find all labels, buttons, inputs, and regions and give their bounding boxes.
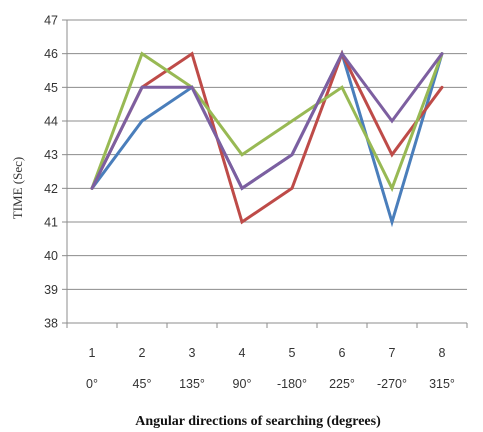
x-tick-sublabel: 0° [86, 377, 98, 391]
y-tick-label: 38 [44, 317, 58, 331]
gridlines [67, 19, 467, 324]
y-tick-label: 44 [44, 115, 58, 129]
x-tick-sublabel: 315° [429, 377, 455, 391]
x-tick-label: 1 [89, 346, 96, 360]
x-tick-label: 6 [339, 346, 346, 360]
y-tick-label: 39 [44, 283, 58, 297]
x-tick-sublabel: -180° [277, 377, 307, 391]
y-tick-label: 40 [44, 249, 58, 263]
x-tick-sublabel: 225° [329, 377, 355, 391]
x-tick-labels: 1 0° 2 45° 3 135° 4 90° 5 -180° 6 225° 7 -270° 8 315° [86, 346, 455, 391]
x-tick-sublabel: 135° [179, 377, 205, 391]
x-tick-label: 2 [139, 346, 146, 360]
x-axis-title: Angular directions of searching (degrees… [135, 414, 381, 429]
y-tick-label: 41 [44, 216, 58, 230]
x-tick-sublabel: -270° [377, 377, 407, 391]
series-line-4 [90, 50, 444, 191]
series-lines [90, 49, 444, 228]
y-tick-label: 42 [44, 182, 58, 196]
x-tick-label: 8 [439, 346, 446, 360]
y-tick-label: 45 [44, 81, 58, 95]
x-tick-label: 4 [239, 346, 246, 360]
x-tick-label: 5 [289, 346, 296, 360]
series-line-2 [90, 49, 444, 225]
y-tick-label: 47 [44, 14, 58, 28]
axes [62, 19, 468, 328]
y-tick-label: 46 [44, 47, 58, 61]
x-tick-sublabel: 90° [233, 377, 252, 391]
y-tick-labels: 38 39 40 41 42 43 44 45 46 47 [44, 14, 58, 331]
series-line-3 [90, 51, 444, 193]
x-tick-label: 7 [389, 346, 396, 360]
y-tick-label: 43 [44, 148, 58, 162]
x-tick-label: 3 [189, 346, 196, 360]
y-axis-title: TIME (Sec) [10, 157, 25, 219]
x-tick-sublabel: 45° [133, 377, 152, 391]
